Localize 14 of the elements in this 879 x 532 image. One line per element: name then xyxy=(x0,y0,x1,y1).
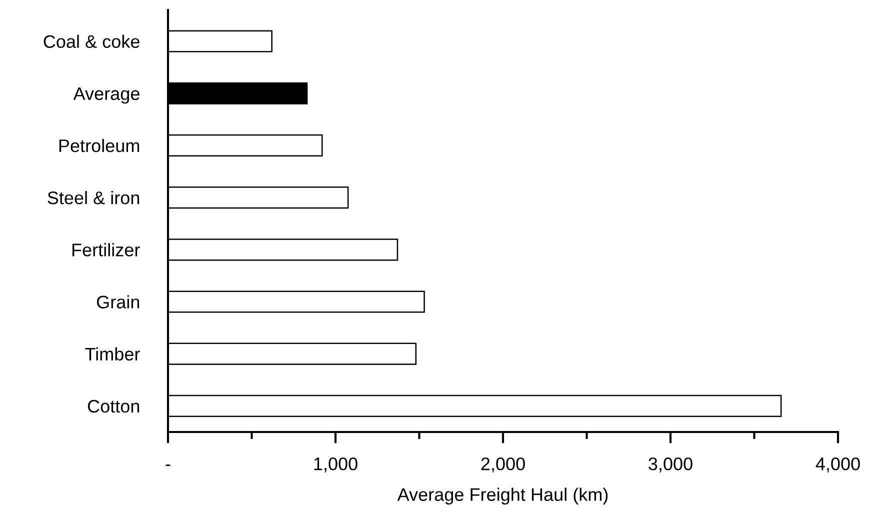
y-tick-label: Fertilizer xyxy=(72,243,140,256)
y-tick-label: Coal & coke xyxy=(44,34,140,48)
x-tick-label: 4,000 xyxy=(816,457,860,472)
y-tick-label: Steel & iron xyxy=(48,191,140,204)
x-axis-title: Average Freight Haul (km) xyxy=(397,488,608,505)
y-tick-label: Petroleum xyxy=(59,138,140,152)
x-tick-label: 3,000 xyxy=(648,457,692,472)
y-tick-label: Cotton xyxy=(88,400,140,413)
x-tick-label: - xyxy=(166,464,170,466)
y-tick-label: Average xyxy=(73,87,140,104)
x-tick-label: 2,000 xyxy=(481,457,525,472)
y-tick-label: Timber xyxy=(85,347,140,361)
x-tick-label: 1,000 xyxy=(314,457,358,472)
y-tick-label: Grain xyxy=(96,295,140,308)
